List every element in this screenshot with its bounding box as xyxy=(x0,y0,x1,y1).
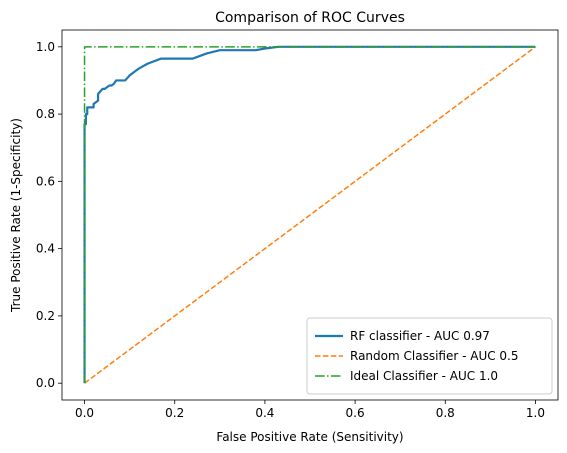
legend-box xyxy=(306,317,553,395)
legend-item-rf: RF classifier - AUC 0.97 xyxy=(315,329,490,343)
y-tick-label: 0.6 xyxy=(36,174,55,188)
legend-label: RF classifier - AUC 0.97 xyxy=(350,329,490,343)
axis-ticks: 0.0 0.2 0.4 0.6 0.8 1.0 0.0 0.2 0.4 0.6 0.8 1.0 xyxy=(36,40,545,420)
plot-frame xyxy=(61,29,559,401)
legend-label: Random Classifier - AUC 0.5 xyxy=(350,349,519,363)
chart-title: Comparison of ROC Curves xyxy=(215,10,405,26)
x-tick-label: 0.6 xyxy=(346,406,365,420)
x-tick-label: 0.4 xyxy=(255,406,274,420)
y-tick-label: 1.0 xyxy=(36,40,55,54)
random-classifier-line xyxy=(84,46,536,384)
x-tick-label: 1.0 xyxy=(526,406,545,420)
legend: RF classifier - AUC 0.97 Random Classifie… xyxy=(306,317,553,395)
x-tick-label: 0.8 xyxy=(436,406,455,420)
x-tick-label: 0.2 xyxy=(165,406,184,420)
legend-item-ideal: Ideal Classifier - AUC 1.0 xyxy=(315,369,498,383)
y-tick-label: 0.0 xyxy=(36,376,55,390)
legend-item-random: Random Classifier - AUC 0.5 xyxy=(315,349,519,363)
y-axis-label: True Positive Rate (1-Specificity) xyxy=(9,118,23,313)
x-tick-label: 0.0 xyxy=(75,406,94,420)
y-tick-label: 0.8 xyxy=(36,107,55,121)
y-tick-label: 0.4 xyxy=(36,242,55,256)
y-tick-label: 0.2 xyxy=(36,309,55,323)
ideal-classifier-line xyxy=(83,46,536,384)
legend-label: Ideal Classifier - AUC 1.0 xyxy=(350,369,498,383)
plot-series xyxy=(83,45,536,384)
rf-classifier-line xyxy=(83,45,536,384)
x-axis-label: False Positive Rate (Sensitivity) xyxy=(216,430,403,444)
